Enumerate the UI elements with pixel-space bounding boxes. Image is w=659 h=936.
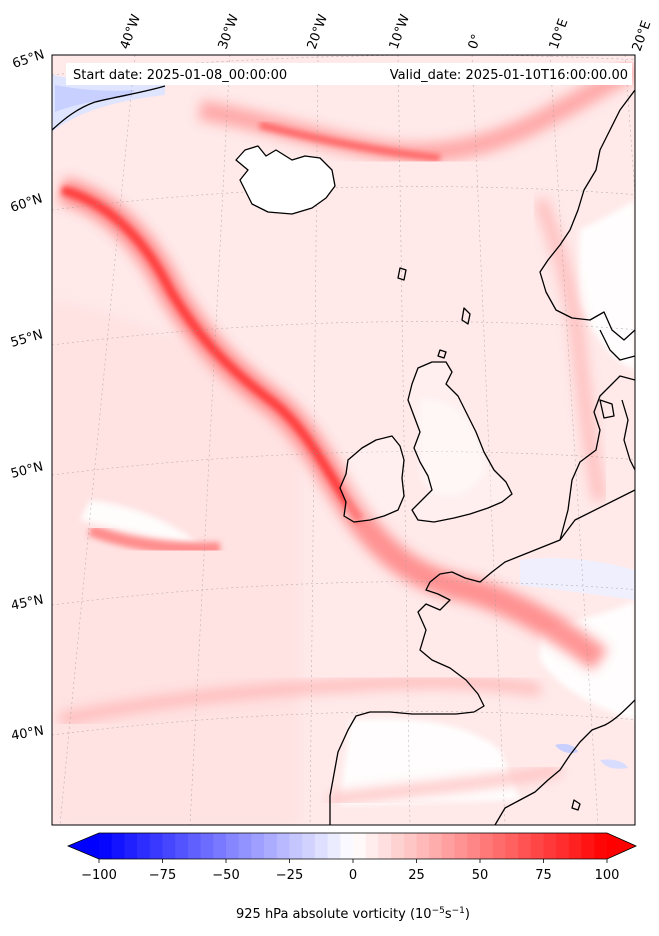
- colorbar-step: [467, 833, 481, 859]
- lat-label-55n: 55°N: [9, 327, 45, 350]
- coast-ireland: [339, 435, 405, 523]
- colorbar-step: [124, 833, 138, 859]
- colorbar-step: [137, 833, 151, 859]
- colorbar-step: [187, 833, 202, 859]
- lat-label-50n: 50°N: [9, 459, 44, 481]
- colorbar-min-extend: [68, 833, 99, 859]
- latitude-labels: 65°N 60°N 55°N 50°N 45°N 40°N: [9, 47, 47, 744]
- colorbar-step: [403, 833, 417, 859]
- colorbar-step: [581, 833, 595, 859]
- lon-label-20w: 20°W: [305, 12, 331, 51]
- coastlines: [52, 85, 635, 825]
- colorbar-step: [99, 833, 113, 859]
- colorbar-step: [441, 833, 456, 859]
- colorbar-tick-label: −25: [276, 868, 303, 883]
- colorbar-step: [378, 833, 392, 859]
- colorbar-step: [314, 833, 329, 859]
- colorbar-tick-label: 75: [535, 868, 552, 883]
- coast-iceland: [235, 145, 336, 215]
- colorbar-tick-label: 100: [595, 868, 620, 883]
- colorbar-step: [149, 833, 163, 859]
- longitude-labels: 40°W 30°W 20°W 10°W 0° 10°E 20°E: [118, 12, 655, 53]
- colorbar-step: [454, 833, 468, 859]
- colorbar-step: [556, 833, 570, 859]
- lat-label-65n: 65°N: [11, 47, 47, 71]
- colorbar-step: [238, 833, 252, 859]
- colorbar-step: [568, 833, 583, 859]
- colorbar-step: [480, 833, 494, 859]
- colorbar-step: [162, 833, 176, 859]
- coast-greenland: [52, 85, 166, 131]
- colorbar-step: [594, 833, 608, 859]
- colorbar-step: [505, 833, 519, 859]
- colorbar-step: [518, 833, 532, 859]
- colorbar-tick-label: −75: [149, 868, 176, 883]
- lon-label-0: 0°: [466, 32, 485, 51]
- valid-date-label: Valid_date: 2025-01-10T16:00:00.00: [390, 68, 628, 83]
- coast-great-britain: [407, 361, 513, 523]
- colorbar-tick-label: −100: [81, 868, 117, 883]
- colorbar-step: [353, 833, 367, 859]
- colorbar-step: [251, 833, 265, 859]
- lat-label-45n: 45°N: [10, 592, 45, 613]
- colorbar-step: [327, 833, 341, 859]
- colorbar-steps: [99, 833, 608, 859]
- colorbar-step: [276, 833, 290, 859]
- colorbar-step: [302, 833, 316, 859]
- lat-label-40n: 40°N: [10, 723, 45, 743]
- colorbar-step: [213, 833, 227, 859]
- lon-label-10e: 10°E: [547, 17, 572, 52]
- colorbar-step: [492, 833, 506, 859]
- coast-north-sea: [559, 375, 635, 541]
- colorbar-ticks: −100 −75 −50 −25 0 25 50 75 100: [81, 859, 619, 883]
- colorbar-step: [543, 833, 557, 859]
- map-panel: [52, 55, 635, 825]
- coast-western-europe: [329, 489, 635, 825]
- colorbar-step: [289, 833, 303, 859]
- colorbar-step: [264, 833, 278, 859]
- colorbar-step: [175, 833, 189, 859]
- colorbar-step: [391, 833, 405, 859]
- colorbar-tick-label: 50: [472, 868, 489, 883]
- colorbar-step: [226, 833, 240, 859]
- colorbar-tick-label: −50: [212, 868, 239, 883]
- colorbar-max-extend: [607, 833, 636, 859]
- colorbar-label: 925 hPa absolute vorticity (10−5s−1): [236, 906, 470, 922]
- map-frame: [51, 54, 636, 826]
- lon-label-10w: 10°W: [387, 12, 413, 51]
- colorbar-step: [340, 833, 354, 859]
- lat-label-60n: 60°N: [9, 191, 45, 215]
- colorbar-step: [200, 833, 214, 859]
- colorbar-tick-label: 25: [408, 868, 425, 883]
- colorbar-tick-label: 0: [349, 868, 357, 883]
- graticule: [52, 55, 635, 825]
- colorbar-step: [429, 833, 443, 859]
- lon-label-30w: 30°W: [216, 12, 242, 51]
- header-strip: [66, 63, 632, 85]
- vorticity-field: [52, 60, 635, 825]
- colorbar-step: [416, 833, 430, 859]
- coast-norway: [539, 89, 635, 341]
- colorbar-step: [111, 833, 125, 859]
- start-date-label: Start date: 2025-01-08_00:00:00: [73, 68, 287, 83]
- lon-label-20e: 20°E: [630, 19, 655, 54]
- lon-label-40w: 40°W: [118, 12, 144, 51]
- colorbar-step: [365, 833, 379, 859]
- colorbar: −100 −75 −50 −25 0 25 50 75 100 925 hPa absolute…: [66, 832, 637, 922]
- colorbar-step: [530, 833, 544, 859]
